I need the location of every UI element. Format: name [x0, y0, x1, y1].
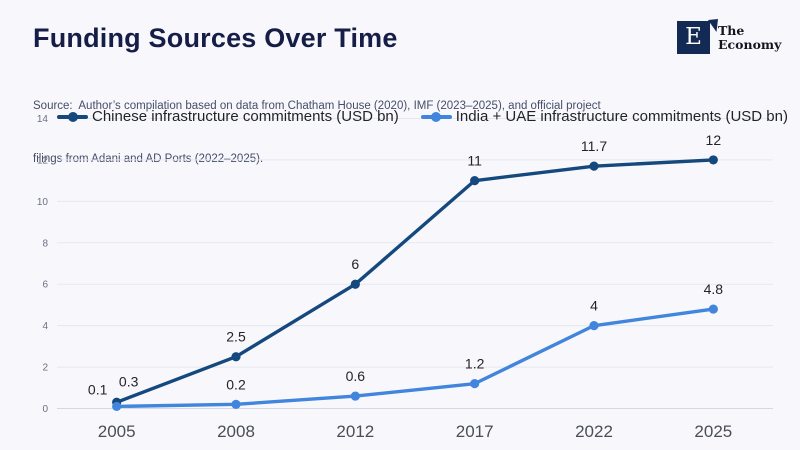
legend-swatch-chinese — [57, 111, 88, 122]
x-tick-label: 2012 — [336, 422, 374, 441]
data-point — [350, 279, 360, 289]
y-tick-label: 14 — [37, 114, 49, 125]
data-point-label: 2.5 — [226, 329, 246, 345]
data-point — [231, 399, 241, 409]
logo-wordmark: The Economy — [718, 24, 781, 51]
y-tick-label: 4 — [42, 321, 48, 332]
data-point — [470, 176, 480, 186]
y-tick-label: 10 — [37, 197, 49, 208]
data-point-label: 0.6 — [346, 368, 366, 384]
source-note: Source: Author’s compilation based on da… — [33, 63, 601, 203]
logo-monogram-letter: E — [685, 24, 702, 50]
y-tick-label: 6 — [42, 280, 48, 291]
data-point — [708, 304, 718, 314]
logo-apostrophe-icon — [708, 19, 718, 32]
data-point — [231, 352, 241, 362]
logo-wordmark-line1: The — [718, 23, 745, 38]
data-point-label: 4.8 — [704, 281, 724, 297]
data-point-label: 11 — [467, 153, 482, 169]
legend-item-india-uae[interactable]: India + UAE infrastructure commitments (… — [420, 108, 788, 125]
x-tick-label: 2025 — [694, 422, 732, 441]
page-title: Funding Sources Over Time — [33, 23, 398, 53]
y-tick-label: 12 — [37, 155, 49, 166]
chart-legend: Chinese infrastructure commitments (USD … — [57, 108, 788, 125]
data-point — [350, 391, 360, 401]
data-point — [470, 379, 480, 389]
x-tick-label: 2005 — [98, 422, 136, 441]
logo-wordmark-line2: Economy — [718, 36, 782, 52]
logo-monogram-square: E — [677, 19, 718, 54]
y-tick-label: 2 — [42, 363, 48, 374]
legend-swatch-india-uae — [420, 111, 452, 122]
source-line-1: Source: Author’s compilation based on da… — [33, 100, 601, 112]
data-point — [589, 161, 599, 171]
brand-logo: E The Economy — [677, 19, 781, 54]
data-point-label: 12 — [706, 132, 722, 148]
data-point — [589, 321, 599, 331]
legend-item-chinese[interactable]: Chinese infrastructure commitments (USD … — [57, 108, 399, 125]
legend-label-india-uae: India + UAE infrastructure commitments (… — [455, 108, 788, 125]
data-point-label: 6 — [351, 256, 359, 272]
data-point-label: 11.7 — [581, 138, 607, 154]
y-tick-label: 8 — [42, 238, 48, 249]
x-tick-label: 2017 — [456, 422, 494, 441]
series-line-0 — [114, 158, 716, 404]
data-point-label: 0.1 — [88, 381, 108, 397]
data-point-label: 1.2 — [465, 356, 485, 372]
data-point — [708, 155, 718, 165]
y-tick-label: 0 — [42, 404, 48, 415]
data-point-label: 0.2 — [226, 376, 246, 392]
data-point — [112, 401, 122, 412]
x-tick-label: 2008 — [217, 422, 255, 441]
source-line-2: filings from Adani and AD Ports (2022–20… — [33, 152, 264, 165]
data-point-label: 0.3 — [119, 373, 139, 389]
legend-label-chinese: Chinese infrastructure commitments (USD … — [92, 108, 399, 125]
x-tick-label: 2022 — [575, 422, 613, 441]
series-line-1 — [114, 307, 716, 409]
data-point-label: 4 — [590, 298, 598, 314]
